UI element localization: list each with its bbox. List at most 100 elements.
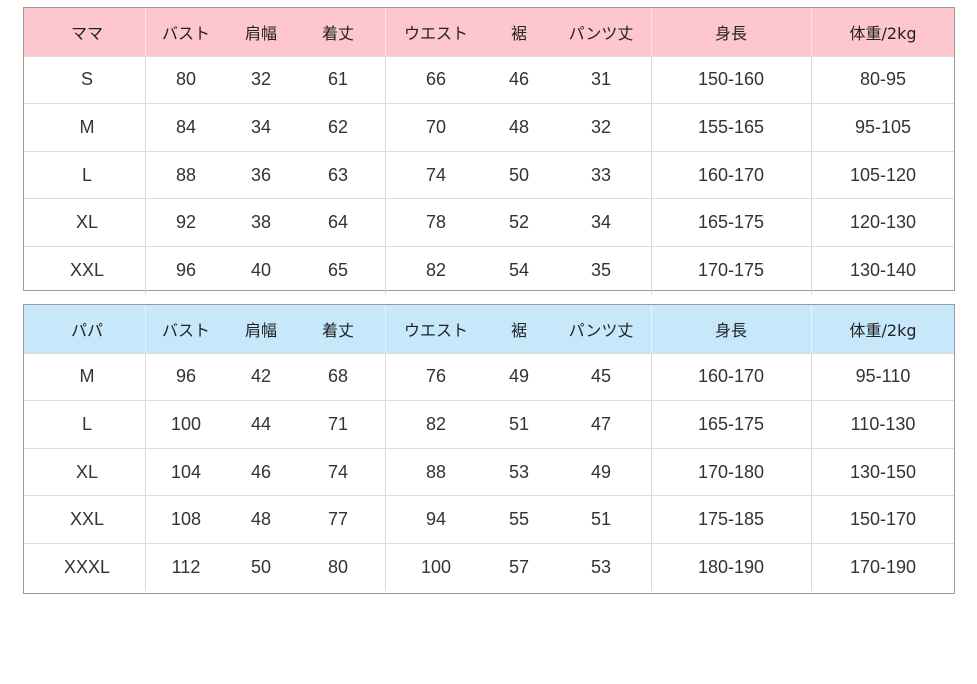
table-cell: 42	[250, 366, 272, 387]
table-cell: 62	[327, 116, 349, 137]
column-divider	[651, 448, 652, 496]
table-cell: 34	[590, 212, 612, 233]
table-cell: M	[79, 116, 95, 137]
table-cell: 160-170	[697, 366, 765, 387]
header-cell: 肩幅	[244, 23, 278, 43]
column-divider	[811, 56, 812, 104]
column-divider	[385, 151, 386, 199]
header-cell: パパ	[70, 320, 104, 340]
table-cell: 155-165	[697, 116, 765, 137]
table-cell: 49	[508, 366, 530, 387]
header-cell: ウエスト	[403, 23, 469, 43]
table-cell: 80	[175, 69, 197, 90]
header-cell: 裾	[510, 320, 528, 340]
column-divider	[811, 151, 812, 199]
table-cell: 71	[327, 413, 349, 434]
column-divider	[145, 8, 146, 56]
table-cell: 160-170	[697, 164, 765, 185]
header-cell: パンツ丈	[568, 23, 634, 43]
column-divider	[651, 305, 652, 353]
header-cell: 肩幅	[244, 320, 278, 340]
column-divider	[811, 246, 812, 294]
column-divider	[811, 8, 812, 56]
column-divider	[145, 104, 146, 151]
column-divider	[145, 305, 146, 353]
table-cell: 110-130	[850, 413, 916, 434]
column-divider	[651, 56, 652, 104]
header-cell: 体重/2kg	[849, 23, 917, 43]
column-divider	[811, 496, 812, 543]
table-cell: L	[81, 413, 93, 434]
table-cell: 33	[590, 164, 612, 185]
table-cell: 170-175	[697, 259, 765, 280]
header-cell: 体重/2kg	[849, 320, 917, 340]
column-divider	[385, 496, 386, 543]
table-cell: 65	[327, 259, 349, 280]
table-cell: 88	[425, 461, 447, 482]
table-cell: 54	[508, 259, 530, 280]
column-divider	[811, 448, 812, 496]
table-cell: 74	[425, 164, 447, 185]
column-divider	[385, 199, 386, 246]
column-divider	[811, 353, 812, 401]
table-cell: 49	[590, 461, 612, 482]
column-divider	[145, 246, 146, 294]
column-divider	[811, 401, 812, 448]
table-cell: 100	[170, 413, 202, 434]
column-divider	[651, 8, 652, 56]
table-cell: 53	[508, 461, 530, 482]
table-row: XL 92 38 64 78 52 34 165-175 120-130	[24, 198, 954, 246]
table-cell: 78	[425, 212, 447, 233]
column-divider	[145, 448, 146, 496]
table-cell: 36	[250, 164, 272, 185]
column-divider	[145, 151, 146, 199]
table-cell: 48	[508, 116, 530, 137]
table-cell: 108	[170, 509, 202, 530]
header-row: ママ バスト 肩幅 着丈 ウエスト 裾 パンツ丈 身長 体重/2kg	[24, 8, 954, 56]
table-cell: 112	[171, 556, 201, 577]
header-cell: 身長	[714, 320, 748, 340]
table-cell: 50	[250, 556, 272, 577]
table-cell: L	[81, 164, 93, 185]
column-divider	[651, 543, 652, 591]
table-cell: 82	[425, 413, 447, 434]
table-cell: 51	[590, 509, 612, 530]
column-divider	[651, 151, 652, 199]
header-cell: バスト	[161, 23, 211, 43]
table-cell: 104	[170, 461, 202, 482]
table-cell: XXL	[69, 509, 105, 530]
table-cell: 165-175	[697, 413, 765, 434]
column-divider	[385, 448, 386, 496]
table-cell: 175-185	[697, 509, 765, 530]
table-cell: 51	[508, 413, 530, 434]
table-row: XXL 96 40 65 82 54 35 170-175 130-140	[24, 245, 954, 294]
column-divider	[811, 305, 812, 353]
table-row: M 96 42 68 76 49 45 160-170 95-110	[24, 352, 954, 401]
table-cell: 70	[425, 116, 447, 137]
table-cell: 31	[590, 69, 612, 90]
header-cell: 身長	[714, 23, 748, 43]
table-cell: XL	[75, 212, 99, 233]
column-divider	[145, 353, 146, 401]
column-divider	[651, 401, 652, 448]
table-cell: 68	[327, 366, 349, 387]
header-cell: ウエスト	[403, 320, 469, 340]
table-cell: 34	[250, 116, 272, 137]
column-divider	[651, 496, 652, 543]
table-cell: 95-105	[854, 116, 912, 137]
table-row: M 84 34 62 70 48 32 155-165 95-105	[24, 103, 954, 151]
table-cell: 120-130	[849, 212, 917, 233]
table-cell: 47	[590, 413, 612, 434]
column-divider	[145, 543, 146, 591]
header-cell: 裾	[510, 23, 528, 43]
table-cell: 170-180	[697, 461, 765, 482]
table-cell: 165-175	[697, 212, 765, 233]
column-divider	[145, 401, 146, 448]
table-cell: 82	[425, 259, 447, 280]
table-cell: 180-190	[697, 556, 765, 577]
column-divider	[385, 104, 386, 151]
column-divider	[651, 246, 652, 294]
header-cell: 着丈	[321, 320, 355, 340]
table-cell: 105-120	[849, 164, 917, 185]
table-cell: M	[79, 366, 95, 387]
